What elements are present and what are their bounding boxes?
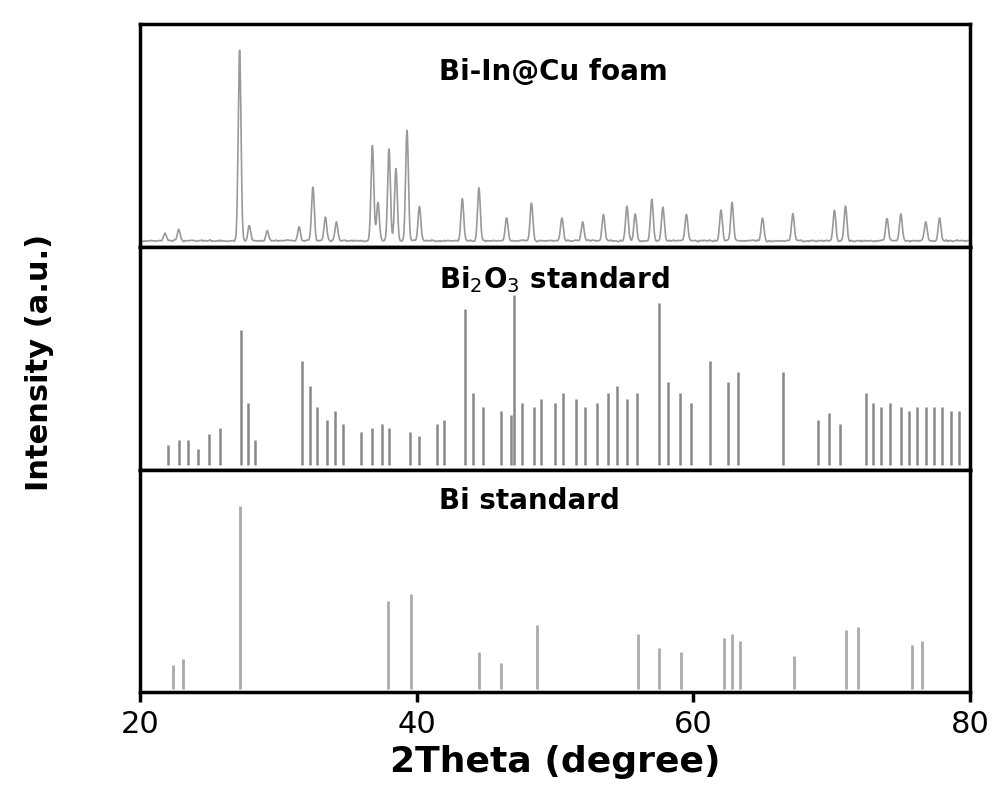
Text: Bi$_2$O$_3$ standard: Bi$_2$O$_3$ standard: [439, 265, 670, 295]
Text: Bi-In@Cu foam: Bi-In@Cu foam: [439, 58, 668, 85]
Text: Bi standard: Bi standard: [439, 487, 620, 515]
Text: Intensity (a.u.): Intensity (a.u.): [25, 233, 54, 491]
X-axis label: 2Theta (degree): 2Theta (degree): [390, 745, 720, 779]
